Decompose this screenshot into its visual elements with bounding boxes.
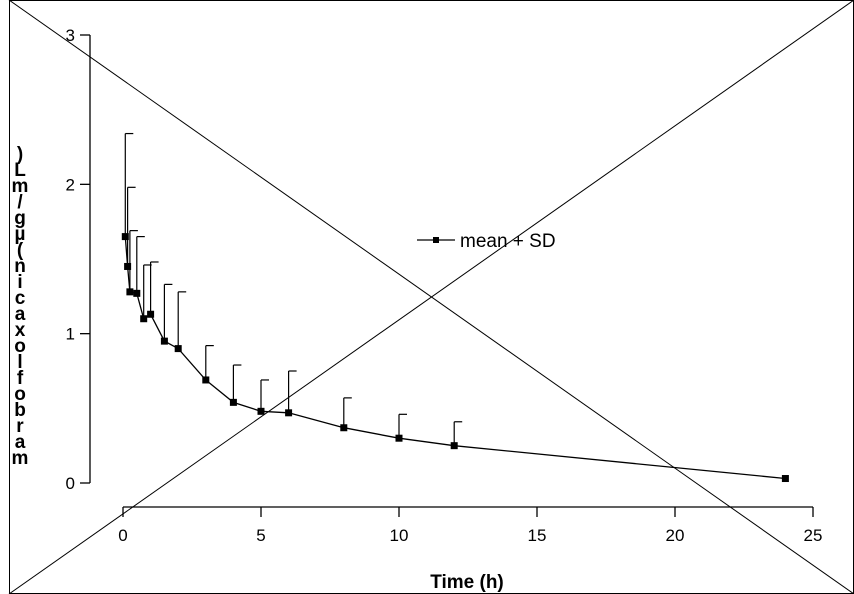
y-axis-title-glyph: x [15,320,26,341]
y-axis-title-glyph: m [12,176,29,197]
y-axis-title-glyph: l [17,352,22,373]
legend-label: mean + SD [460,231,556,252]
y-tick-label: 0 [66,474,75,493]
y-axis-title-glyph: ) [17,144,23,165]
y-axis-title-glyph: g [14,208,26,229]
data-point [781,475,789,483]
data-point [140,315,148,323]
y-tick-label: 1 [66,325,75,344]
y-axis-title-glyph: o [14,384,26,405]
x-tick-label: 0 [118,526,127,545]
y-ticks: 0 1 2 3 [66,26,90,493]
x-tick-label: 10 [390,526,409,545]
y-axis-title-glyph: m [12,448,29,469]
data-point [124,262,132,270]
data-point [121,233,129,241]
data-point [147,310,155,318]
x-tick-label: 15 [528,526,547,545]
y-axis-title-glyph: b [14,400,26,421]
y-axis-title-glyph: c [15,288,26,309]
y-axis-title-glyph: L [14,160,26,181]
x-tick-label: 25 [804,526,823,545]
y-axis-title-glyph: a [15,432,26,453]
x-axis-title: Time (h) [430,572,504,593]
y-axis-title-glyph: f [17,368,24,389]
diagonal-line-up [8,0,854,594]
y-axis-title-glyph: a [15,304,26,325]
y-tick-label: 2 [66,175,75,194]
x-ticks: 0 5 10 15 20 25 [118,507,822,545]
error-bars [124,132,463,446]
x-tick-label: 5 [256,526,265,545]
legend: mean + SD [417,231,556,252]
data-point [257,407,265,415]
data-point [340,424,348,432]
markers [121,233,789,483]
y-axis-title-glyph: o [14,336,26,357]
data-point [133,289,141,297]
y-axis-title-glyph: r [16,416,24,437]
x-tick-label: 20 [666,526,685,545]
data-point [160,337,168,345]
y-axis-title-glyph: n [14,256,26,277]
data-point [229,398,237,406]
data-point [395,434,403,442]
y-axis-title-glyph: / [17,192,23,213]
y-axis-title-glyph: µ [15,224,26,245]
data-point [126,288,134,296]
data-point [174,345,182,353]
y-axis-title-glyph: i [17,272,22,293]
data-point [285,409,293,417]
y-axis-title-glyph: ( [17,240,24,261]
legend-marker [433,237,439,243]
data-point [202,376,210,384]
y-tick-label: 3 [66,26,75,45]
data-point [450,442,458,450]
